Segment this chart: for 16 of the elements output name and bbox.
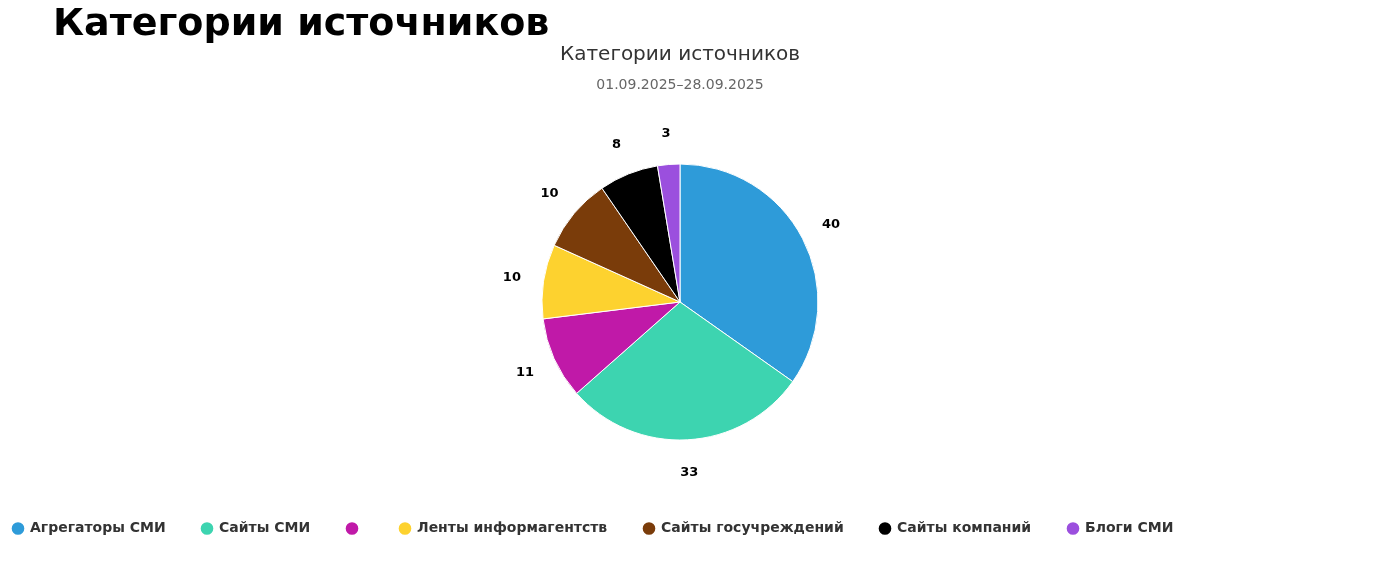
legend-label: Сайты госучреждений xyxy=(661,519,844,536)
legend-label: Сайты компаний xyxy=(897,519,1032,536)
text: Категории источников xyxy=(53,0,550,44)
legend-label: Ленты информагентств xyxy=(417,519,608,536)
chart-title: Категории источников xyxy=(559,41,801,65)
data-label: 11 xyxy=(515,363,535,379)
legend-label: Агрегаторы СМИ xyxy=(30,519,166,536)
chart-subtitle: 01.09.2025–28.09.2025 xyxy=(596,76,764,92)
data-label: 40 xyxy=(821,215,840,231)
legend-label: Блоги СМИ xyxy=(1085,519,1174,536)
data-label: 33 xyxy=(680,463,699,479)
data-label: 10 xyxy=(502,268,521,284)
data-label: 3 xyxy=(661,124,671,140)
data-label: 8 xyxy=(612,136,622,152)
legend-label: Сайты СМИ xyxy=(219,519,311,536)
data-label: 10 xyxy=(540,184,559,200)
